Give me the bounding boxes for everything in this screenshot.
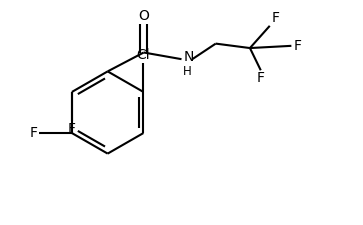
Text: H: H xyxy=(183,65,192,78)
Text: F: F xyxy=(272,11,280,25)
Text: N: N xyxy=(183,50,194,64)
Text: F: F xyxy=(257,71,265,86)
Text: F: F xyxy=(68,122,76,136)
Text: F: F xyxy=(30,126,38,140)
Text: O: O xyxy=(138,9,149,22)
Text: F: F xyxy=(293,39,301,53)
Text: Cl: Cl xyxy=(136,48,150,62)
